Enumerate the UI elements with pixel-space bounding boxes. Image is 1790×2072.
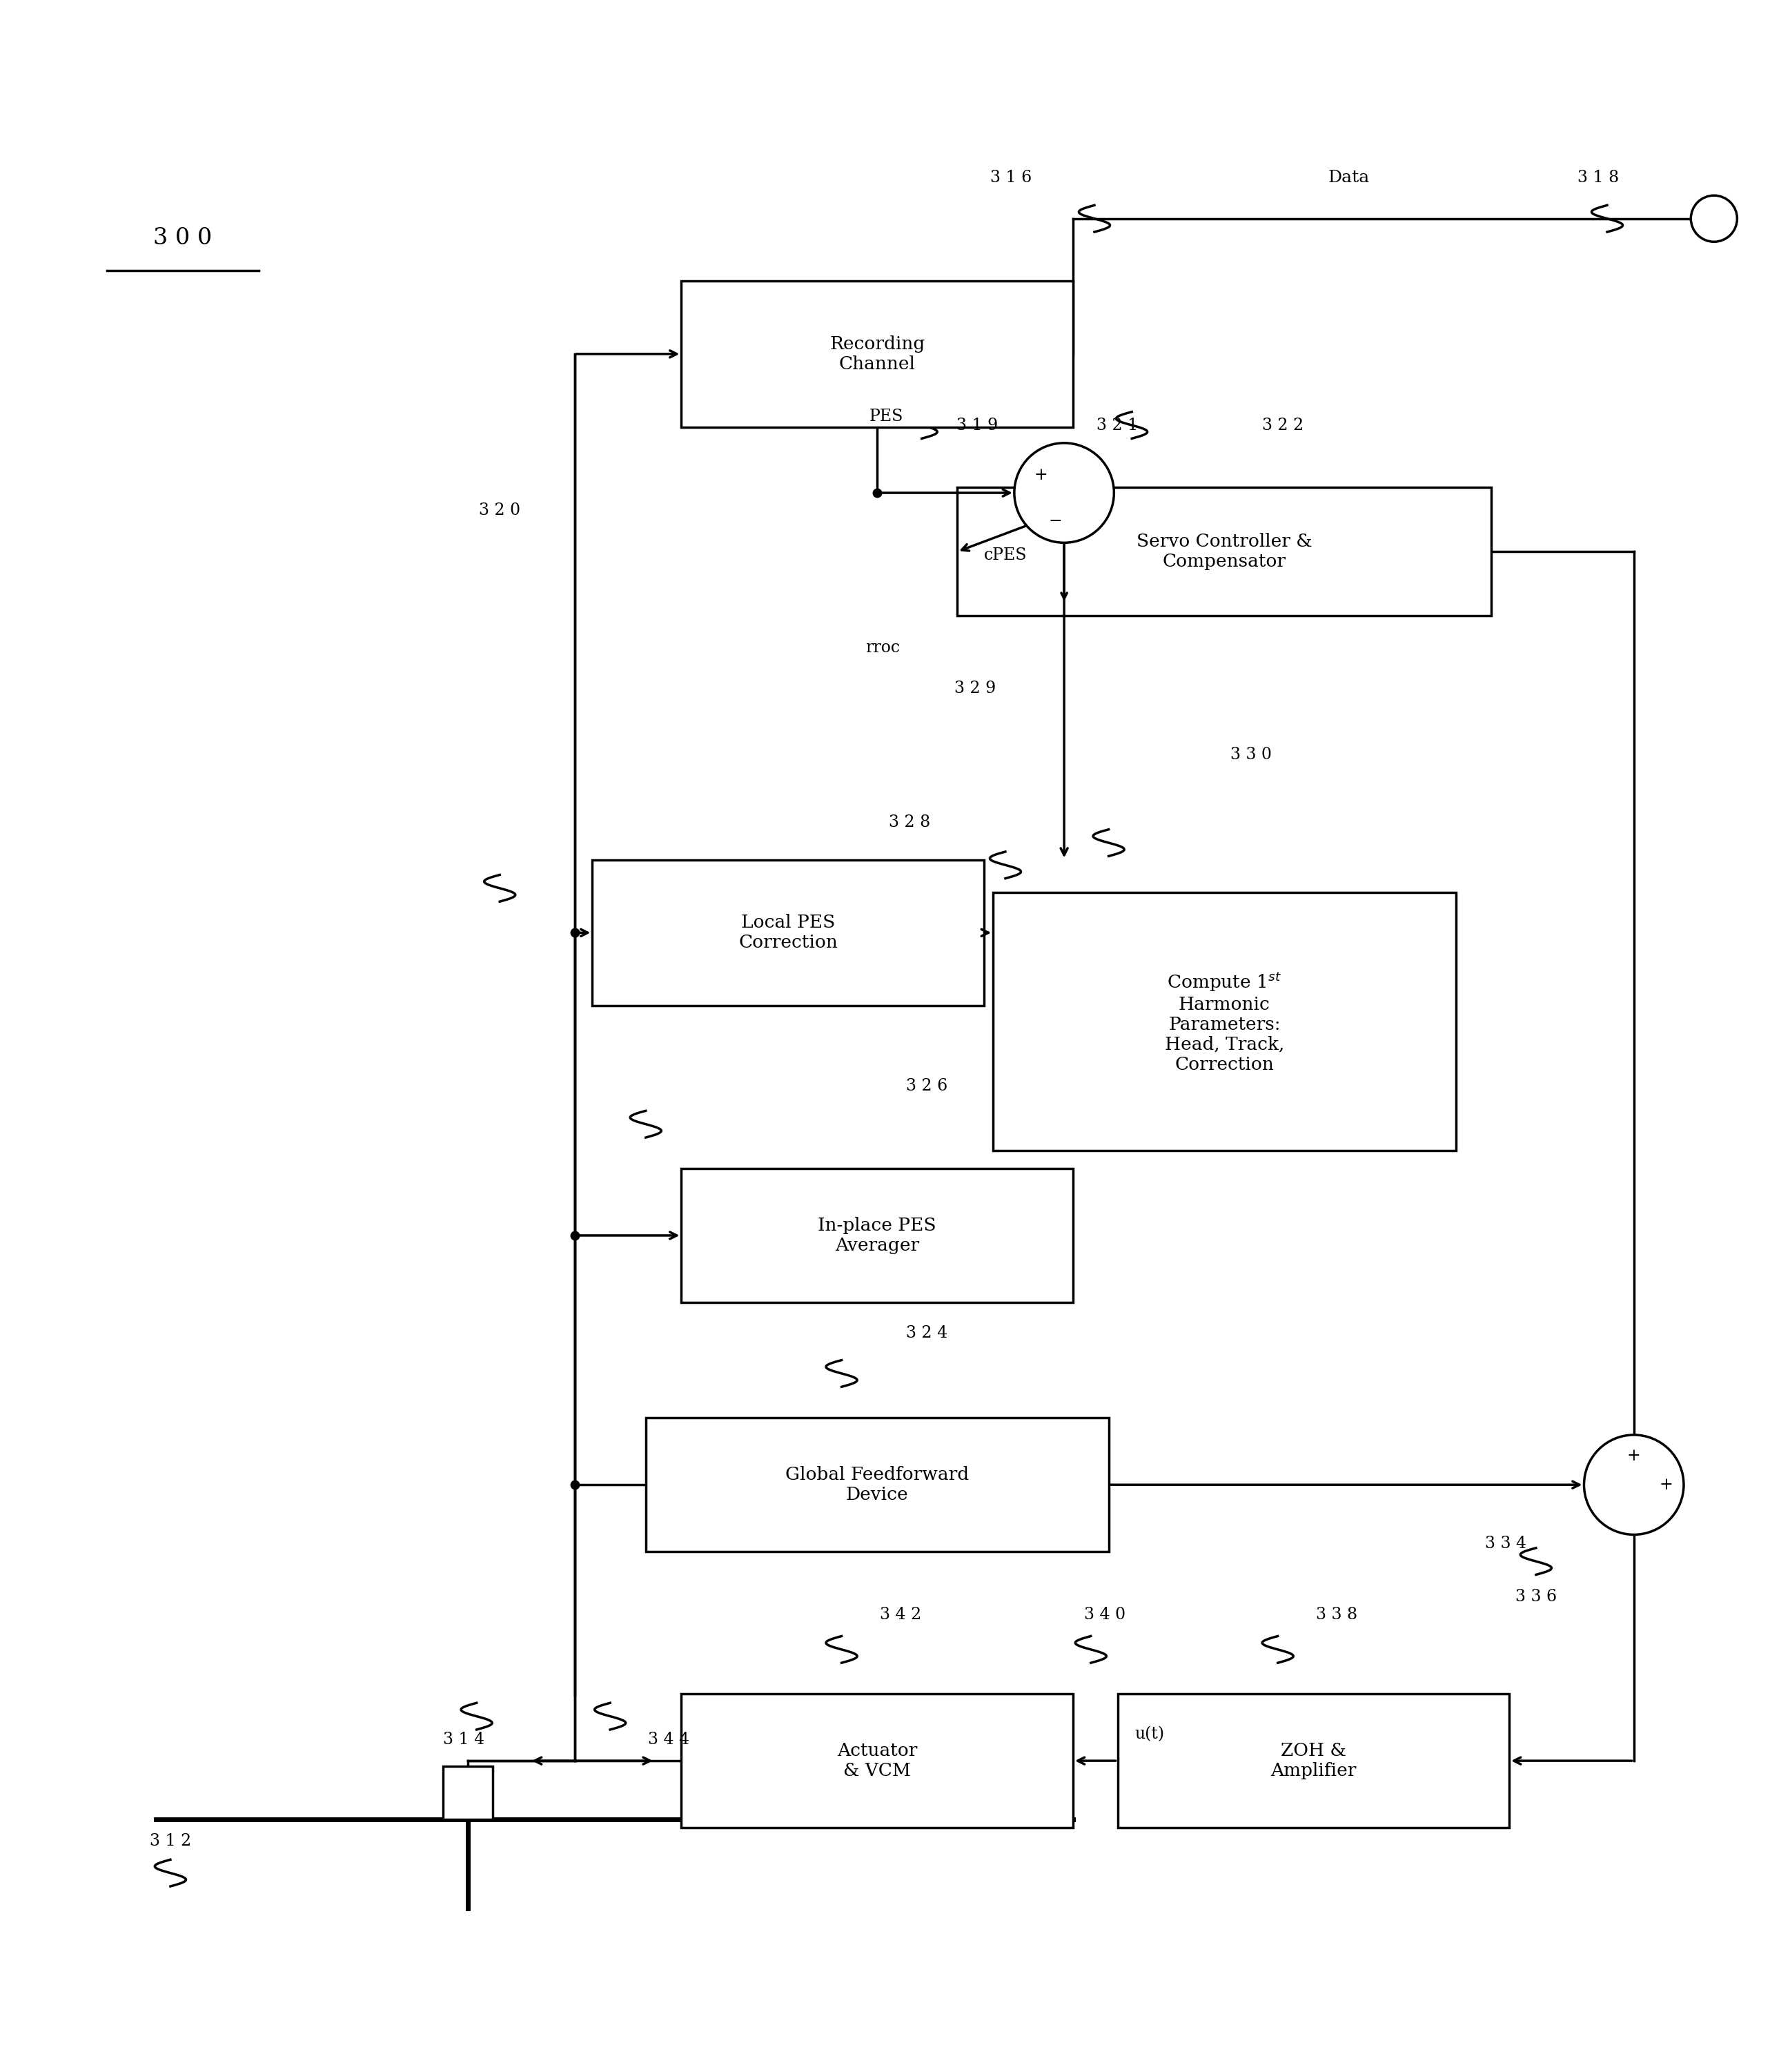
Text: Local PES
Correction: Local PES Correction <box>739 914 838 951</box>
Text: 3 2 6: 3 2 6 <box>906 1077 949 1094</box>
Text: Compute 1$^{st}$
Harmonic
Parameters:
Head, Track,
Correction: Compute 1$^{st}$ Harmonic Parameters: He… <box>1165 970 1283 1073</box>
Text: Actuator
& VCM: Actuator & VCM <box>838 1743 916 1780</box>
Text: 3 3 8: 3 3 8 <box>1316 1606 1357 1622</box>
Text: u(t): u(t) <box>1135 1726 1165 1743</box>
Text: 3 1 2: 3 1 2 <box>150 1834 192 1848</box>
Text: PES: PES <box>870 408 904 425</box>
Bar <box>592 860 985 1005</box>
Text: 3 4 2: 3 4 2 <box>879 1606 922 1622</box>
Text: 3 2 9: 3 2 9 <box>954 682 995 696</box>
Text: 3 2 1: 3 2 1 <box>1097 416 1138 433</box>
Text: −: − <box>1049 514 1061 528</box>
Bar <box>646 1417 1108 1552</box>
Bar <box>1117 1695 1509 1828</box>
Text: +: + <box>1659 1477 1672 1492</box>
Text: 3 0 0: 3 0 0 <box>154 228 213 249</box>
Text: 3 1 4: 3 1 4 <box>444 1732 485 1747</box>
Bar <box>682 282 1072 427</box>
Text: 3 2 2: 3 2 2 <box>1262 416 1303 433</box>
Text: Servo Controller &
Compensator: Servo Controller & Compensator <box>1137 533 1312 570</box>
Bar <box>958 487 1491 615</box>
Text: rroc: rroc <box>865 640 900 655</box>
Text: 3 2 4: 3 2 4 <box>906 1326 949 1341</box>
Circle shape <box>1692 195 1736 242</box>
Text: 3 3 4: 3 3 4 <box>1486 1535 1527 1552</box>
Text: 3 1 9: 3 1 9 <box>956 416 997 433</box>
Bar <box>682 1695 1072 1828</box>
Text: Data: Data <box>1328 170 1369 186</box>
Text: Recording
Channel: Recording Channel <box>829 336 925 373</box>
Bar <box>993 893 1455 1150</box>
Text: 3 3 0: 3 3 0 <box>1230 746 1271 762</box>
Text: 3 2 0: 3 2 0 <box>480 503 521 518</box>
Text: 3 1 8: 3 1 8 <box>1577 170 1618 186</box>
Text: 3 4 0: 3 4 0 <box>1085 1606 1126 1622</box>
Text: Global Feedforward
Device: Global Feedforward Device <box>786 1467 968 1504</box>
Circle shape <box>1015 443 1113 543</box>
Text: cPES: cPES <box>984 547 1027 564</box>
Bar <box>682 1169 1072 1301</box>
Text: +: + <box>1035 466 1047 483</box>
Bar <box>442 1765 492 1819</box>
Text: 3 2 8: 3 2 8 <box>888 814 931 831</box>
Text: 3 3 6: 3 3 6 <box>1514 1589 1557 1606</box>
Text: In-place PES
Averager: In-place PES Averager <box>818 1216 936 1254</box>
Text: 3 1 6: 3 1 6 <box>990 170 1031 186</box>
Text: 3 4 4: 3 4 4 <box>648 1732 689 1747</box>
Text: +: + <box>1627 1448 1641 1465</box>
Circle shape <box>1584 1436 1684 1535</box>
Text: ZOH &
Amplifier: ZOH & Amplifier <box>1271 1743 1357 1780</box>
